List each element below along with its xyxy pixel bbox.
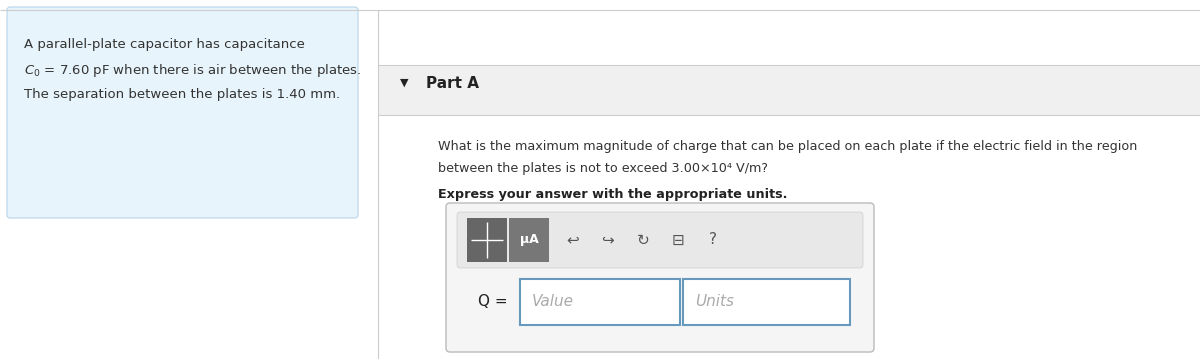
FancyBboxPatch shape xyxy=(457,212,863,268)
FancyBboxPatch shape xyxy=(509,218,550,262)
Text: ▼: ▼ xyxy=(400,78,408,88)
Text: ⊟: ⊟ xyxy=(672,233,684,247)
Text: ?: ? xyxy=(709,233,718,247)
FancyBboxPatch shape xyxy=(467,218,508,262)
Text: Q =: Q = xyxy=(478,294,508,309)
Text: A parallel-plate capacitor has capacitance: A parallel-plate capacitor has capacitan… xyxy=(24,38,305,51)
Bar xyxy=(378,65,1200,115)
Text: Part A: Part A xyxy=(426,75,479,90)
Bar xyxy=(520,279,680,325)
Text: $C_0$ = 7.60 pF when there is air between the plates.: $C_0$ = 7.60 pF when there is air betwee… xyxy=(24,62,361,79)
Text: between the plates is not to exceed 3.00×10⁴ V/m?: between the plates is not to exceed 3.00… xyxy=(438,162,768,175)
FancyBboxPatch shape xyxy=(446,203,874,352)
Bar xyxy=(683,279,850,325)
Text: Units: Units xyxy=(695,294,734,309)
Text: Express your answer with the appropriate units.: Express your answer with the appropriate… xyxy=(438,188,787,201)
Text: ↩: ↩ xyxy=(566,233,580,247)
FancyBboxPatch shape xyxy=(7,7,358,218)
Text: μA: μA xyxy=(520,233,539,247)
Text: What is the maximum magnitude of charge that can be placed on each plate if the : What is the maximum magnitude of charge … xyxy=(438,140,1138,153)
Text: Value: Value xyxy=(532,294,574,309)
Text: ↻: ↻ xyxy=(637,233,649,247)
Text: The separation between the plates is 1.40 mm.: The separation between the plates is 1.4… xyxy=(24,88,340,101)
Text: ↪: ↪ xyxy=(601,233,614,247)
